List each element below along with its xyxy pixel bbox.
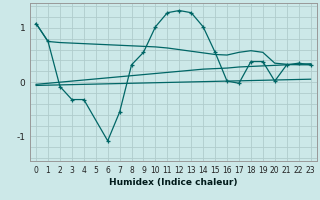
X-axis label: Humidex (Indice chaleur): Humidex (Indice chaleur) xyxy=(109,178,237,187)
